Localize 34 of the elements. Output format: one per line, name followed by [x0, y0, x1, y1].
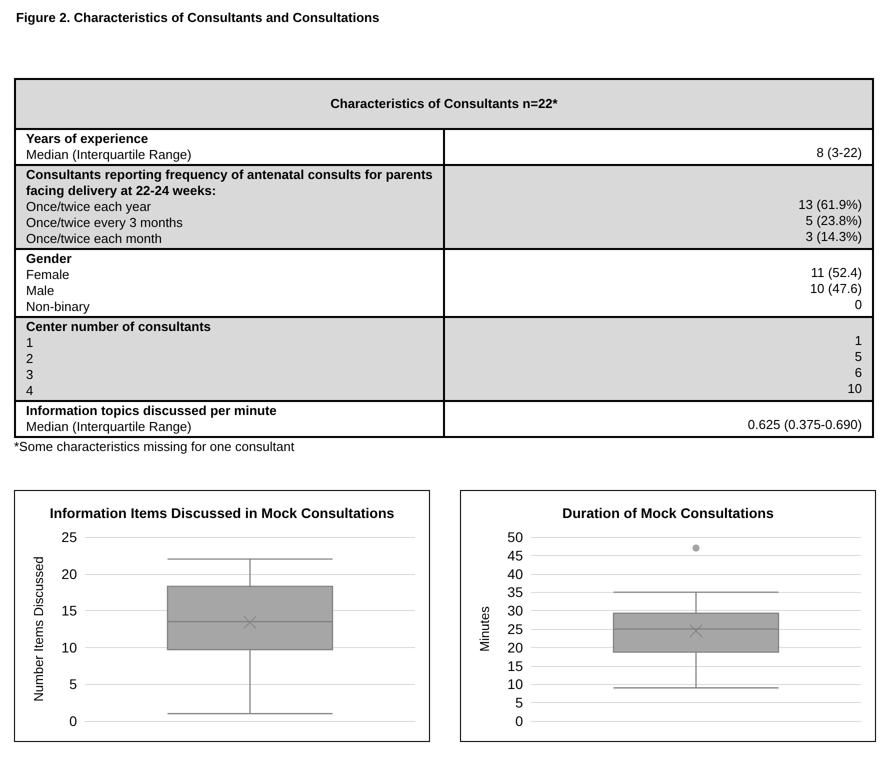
y-tick-label: 5	[69, 676, 78, 692]
y-tick-label: 15	[61, 602, 78, 619]
text: 1 5 6 10	[444, 317, 873, 401]
y-tick-label: 25	[61, 529, 78, 545]
y-tick-label: 35	[507, 584, 524, 600]
text: 13 (61.9%) 5 (23.8%) 3 (14.3%)	[444, 165, 873, 249]
chart-title: Duration of Mock Consultations	[562, 505, 774, 521]
text: Figure 2. Characteristics of Consultants and Consultations	[16, 10, 380, 25]
y-axis-title: Number Items Discussed	[31, 556, 46, 702]
text: *Some characteristics missing for one consultant	[14, 439, 296, 454]
text: 8 (3-22)	[444, 129, 873, 165]
text: 11 (52.4) 10 (47.6) 0	[444, 249, 873, 317]
y-tick-label: 0	[69, 713, 78, 729]
y-tick-label: 20	[61, 566, 78, 582]
y-tick-label: 20	[507, 639, 524, 656]
text: Gender Female Male Non-binary	[15, 249, 444, 317]
y-axis-title: Minutes	[477, 606, 492, 652]
y-tick-label: 30	[507, 602, 524, 619]
y-tick-label: 50	[507, 529, 524, 545]
y-tick-label: 10	[507, 676, 524, 692]
text: Center number of consultants 1 2 3 4	[15, 317, 444, 401]
text: Information topics discussed per minute Median (Interquartile Range)	[15, 401, 444, 437]
chart-title: Information Items Discussed in Mock Consultations	[50, 505, 395, 521]
text: Consultants reporting frequency of antenatal consults for parents facing delivery at 22-24 weeks: Once/twice each year Once/twice every 3 months Once/twice each month	[15, 165, 444, 249]
text: Characteristics of Consultants n=22*	[15, 79, 873, 129]
y-tick-label: 5	[515, 694, 524, 711]
text: Years of experience Median (Interquartile Range)	[15, 129, 444, 165]
y-tick-label: 15	[507, 658, 524, 674]
y-tick-label: 40	[507, 566, 524, 582]
y-tick-label: 45	[507, 547, 524, 564]
y-tick-label: 0	[515, 713, 524, 729]
y-tick-label: 25	[507, 621, 524, 637]
y-tick-label: 10	[61, 639, 78, 656]
text: 0.625 (0.375-0.690)	[444, 401, 873, 437]
